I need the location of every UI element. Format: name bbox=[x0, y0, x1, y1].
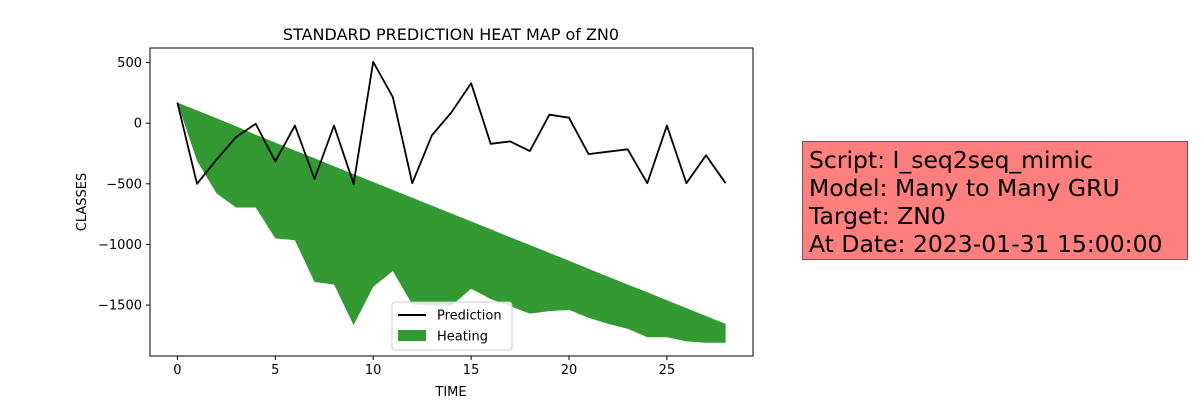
x-axis: 0 5 10 15 20 25 bbox=[173, 356, 675, 378]
x-tick-label: 10 bbox=[365, 363, 382, 378]
info-date: At Date: 2023-01-31 15:00:00 bbox=[809, 230, 1163, 258]
legend-heating-swatch bbox=[398, 330, 426, 341]
y-tick-label: −1000 bbox=[98, 238, 142, 253]
x-axis-label: TIME bbox=[434, 385, 466, 400]
y-axis: 500 0 −500 −1000 −1500 bbox=[98, 56, 150, 314]
info-target: Target: ZN0 bbox=[809, 202, 946, 230]
x-tick-label: 5 bbox=[271, 363, 279, 378]
x-tick-label: 0 bbox=[173, 363, 181, 378]
x-tick-label: 25 bbox=[659, 363, 676, 378]
heating-area bbox=[177, 102, 726, 343]
y-tick-label: 0 bbox=[134, 117, 142, 132]
info-script: Script: I_seq2seq_mimic bbox=[809, 146, 1093, 174]
prediction-line bbox=[176, 61, 727, 185]
model-info-box: Script: I_seq2seq_mimic Model: Many to M… bbox=[802, 141, 1188, 260]
info-model: Model: Many to Many GRU bbox=[809, 174, 1120, 202]
legend-prediction-label: Prediction bbox=[437, 309, 502, 324]
chart-title: STANDARD PREDICTION HEAT MAP of ZN0 bbox=[283, 25, 619, 44]
y-tick-label: −1500 bbox=[98, 299, 142, 314]
y-tick-label: 500 bbox=[117, 56, 142, 71]
heating-area-layer bbox=[177, 102, 726, 343]
legend: Prediction Heating bbox=[391, 301, 513, 351]
legend-heating-label: Heating bbox=[437, 330, 488, 345]
y-axis-label: CLASSES bbox=[75, 173, 90, 231]
x-tick-label: 15 bbox=[463, 363, 480, 378]
y-tick-label: −500 bbox=[106, 177, 142, 192]
plot-frame bbox=[149, 47, 754, 357]
prediction-line-layer bbox=[176, 61, 727, 185]
x-tick-label: 20 bbox=[561, 363, 578, 378]
